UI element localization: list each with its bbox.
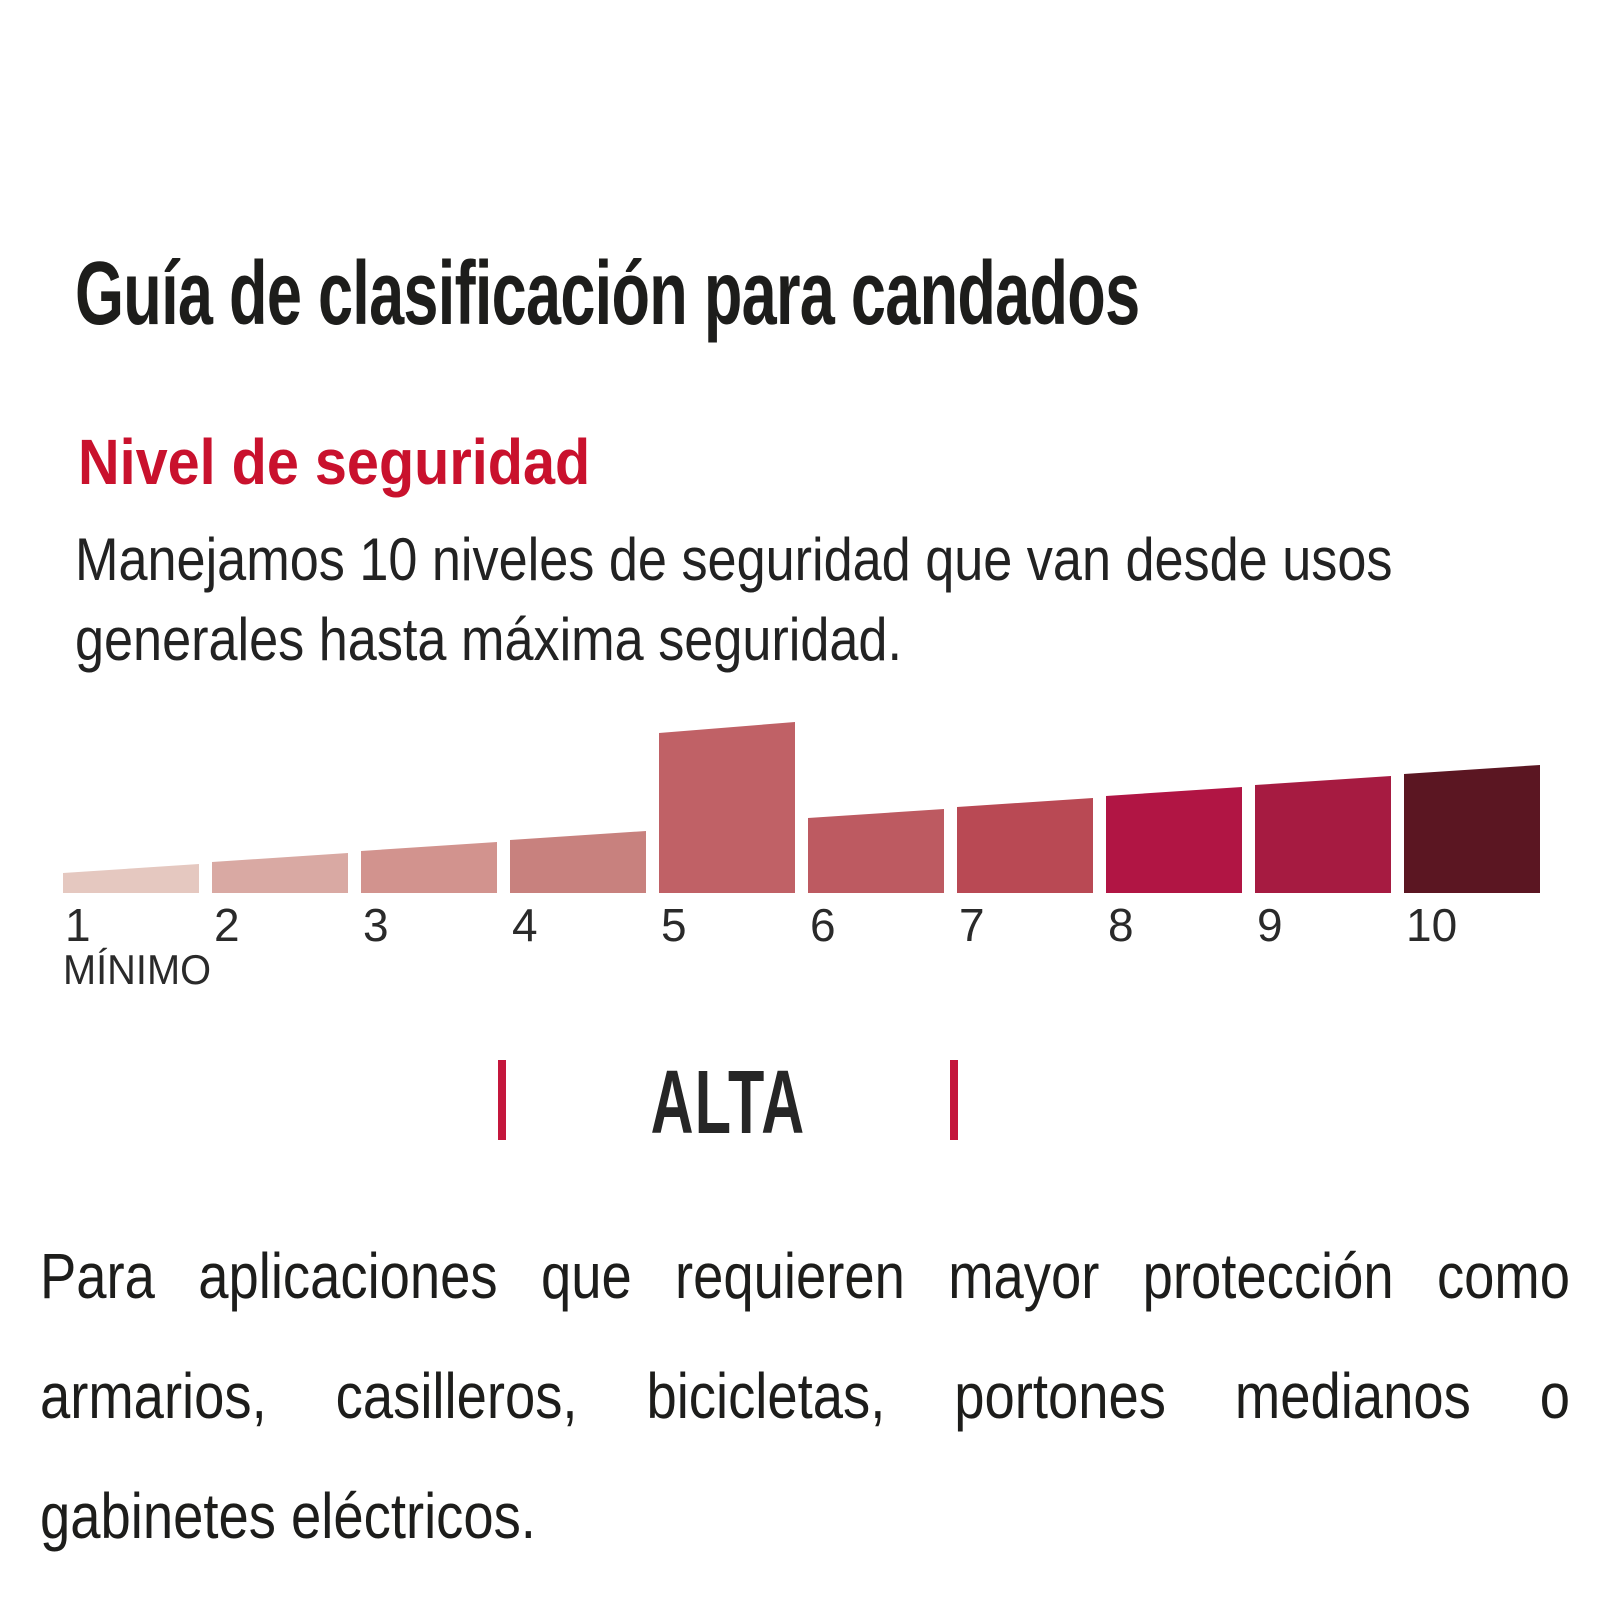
bar-level-5 bbox=[659, 722, 795, 893]
bar-level-8 bbox=[1106, 787, 1242, 893]
security-description: Manejamos 10 niveles de seguridad que va… bbox=[75, 520, 1392, 680]
bar-level-7 bbox=[957, 798, 1093, 893]
bar-level-9 bbox=[1255, 776, 1391, 893]
axis-label-8: 8 bbox=[1108, 899, 1134, 951]
application-description-line-3: gabinetes eléctricos. bbox=[40, 1480, 536, 1552]
security-description-line-1: Manejamos 10 niveles de seguridad que va… bbox=[75, 526, 1393, 593]
bar-level-6 bbox=[808, 809, 944, 893]
axis-label-10: 10 bbox=[1406, 899, 1457, 951]
application-description-line-2: armarios, casilleros, bicicletas, porton… bbox=[40, 1360, 1570, 1432]
application-description-line-1: Para aplicaciones que requieren mayor pr… bbox=[40, 1240, 1570, 1312]
axis-label-9: 9 bbox=[1257, 899, 1283, 951]
bar-level-10 bbox=[1404, 765, 1540, 893]
axis-label-1: 1 bbox=[65, 899, 91, 951]
bar-level-4 bbox=[510, 831, 646, 893]
axis-label-2: 2 bbox=[214, 899, 240, 951]
min-axis-label: MÍNIMO bbox=[63, 946, 211, 993]
page-title: Guía de clasificación para candados bbox=[75, 244, 1140, 345]
axis-label-6: 6 bbox=[810, 899, 836, 951]
security-description-line-2: generales hasta máxima seguridad. bbox=[75, 606, 902, 673]
application-description: Para aplicaciones que requieren mayor pr… bbox=[40, 1216, 1570, 1576]
axis-label-7: 7 bbox=[959, 899, 985, 951]
axis-label-5: 5 bbox=[661, 899, 687, 951]
alta-range-end-tick bbox=[950, 1060, 958, 1140]
alta-label: ALTA bbox=[650, 1053, 806, 1153]
bar-level-3 bbox=[361, 842, 497, 893]
axis-label-4: 4 bbox=[512, 899, 538, 951]
bar-level-2 bbox=[212, 853, 348, 893]
alta-marker: ALTA bbox=[498, 1053, 958, 1153]
bar-level-1 bbox=[63, 864, 199, 893]
axis-label-3: 3 bbox=[363, 899, 389, 951]
section-heading-security-level: Nivel de seguridad bbox=[78, 426, 591, 499]
alta-range-start-tick bbox=[498, 1060, 506, 1140]
